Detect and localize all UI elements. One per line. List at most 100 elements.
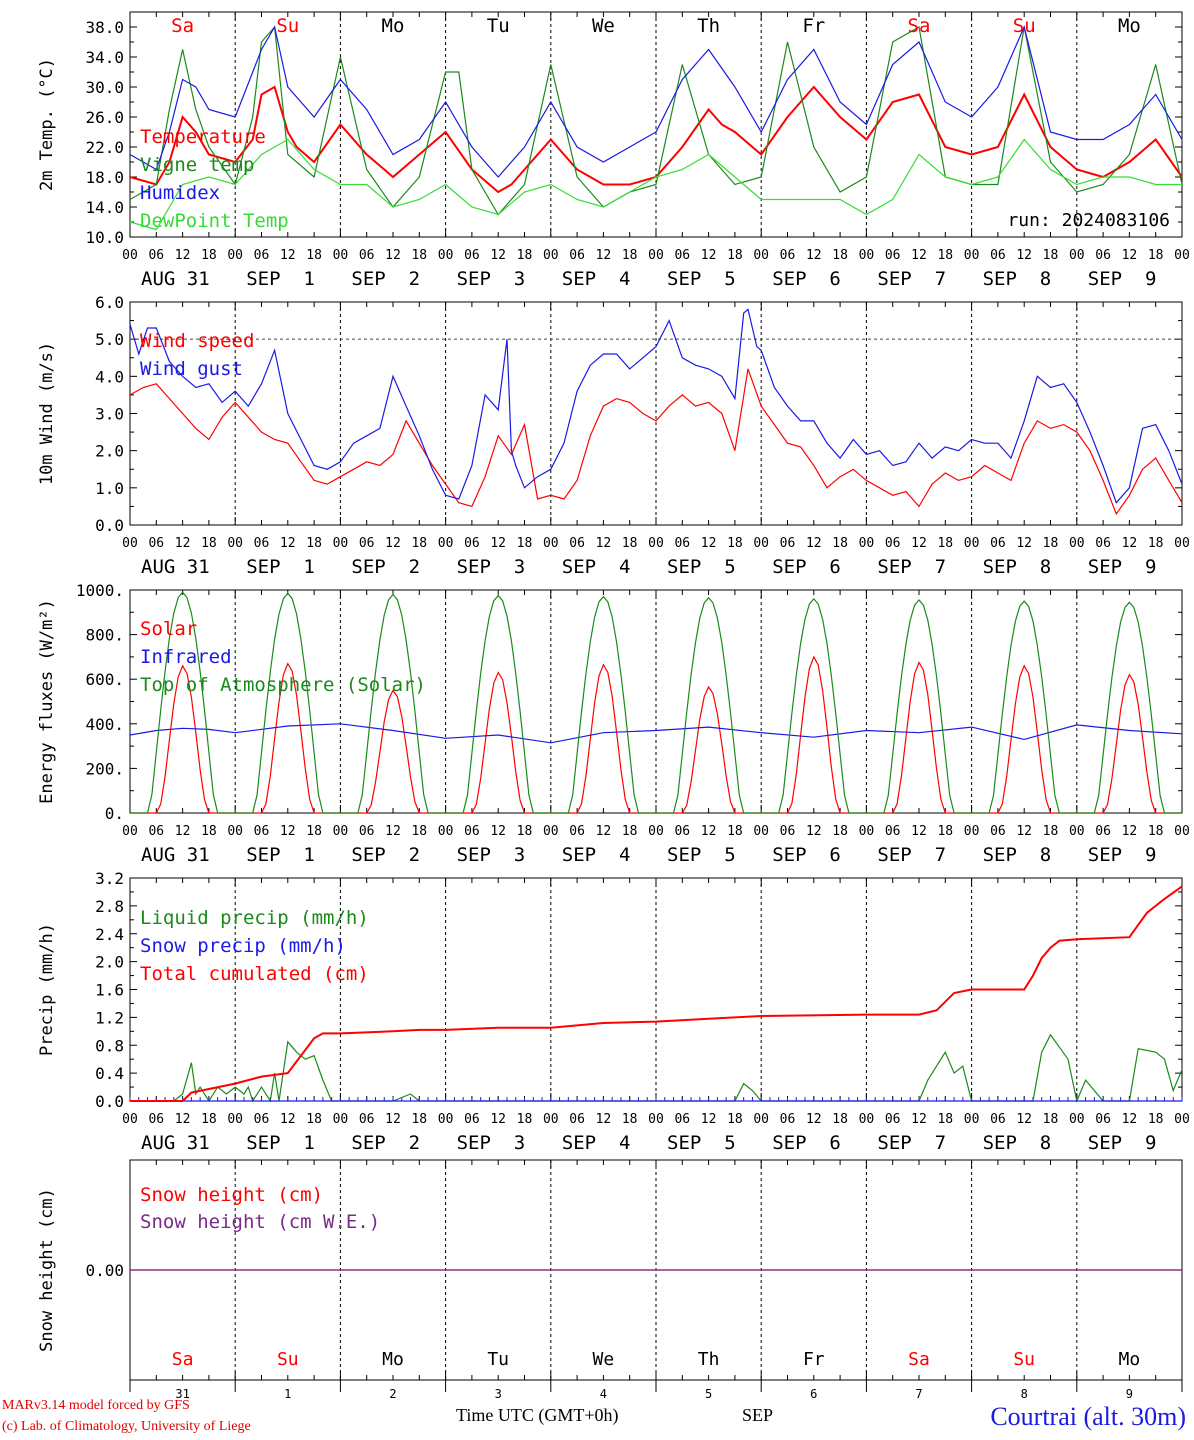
date-label: SEP 9 <box>1088 844 1157 866</box>
hour-tick-label: 12 <box>596 1112 612 1127</box>
series-line-total-cumulated-cm <box>130 885 1183 1102</box>
weekday-label-bottom: We <box>593 1349 615 1370</box>
hour-tick-label: 12 <box>490 824 506 839</box>
hour-tick-label: 18 <box>517 536 533 551</box>
day-number-label: 3 <box>495 1387 502 1401</box>
hour-tick-label: 18 <box>201 1112 217 1127</box>
series-line-top-of-atmosphere-solar <box>130 591 1182 814</box>
y-tick-label: 0.0 <box>95 1092 124 1111</box>
date-label: SEP 4 <box>562 844 631 866</box>
y-tick-label: 26.0 <box>85 108 124 127</box>
hour-tick-label: 06 <box>885 824 901 839</box>
hour-tick-label: 12 <box>596 248 612 263</box>
hour-tick-label: 12 <box>1122 1112 1138 1127</box>
hour-tick-label: 12 <box>490 1112 506 1127</box>
hour-tick-label: 00 <box>648 536 664 551</box>
date-label: SEP 1 <box>246 556 315 578</box>
hour-tick-label: 18 <box>517 1112 533 1127</box>
y-tick-label: 1.2 <box>95 1008 124 1027</box>
hour-tick-label: 12 <box>701 824 717 839</box>
weekday-label-bottom: Th <box>698 1349 720 1370</box>
hour-tick-label: 12 <box>385 536 401 551</box>
day-number-label: 9 <box>1126 1387 1133 1401</box>
station-label: Courtrai (alt. 30m) <box>990 1402 1186 1431</box>
panel-frame <box>129 11 1183 238</box>
weekday-label: Sa <box>908 15 931 37</box>
y-tick-label: 0.00 <box>85 1261 124 1280</box>
hour-tick-label: 18 <box>411 248 427 263</box>
date-label: SEP 1 <box>246 1132 315 1154</box>
hour-tick-label: 18 <box>832 824 848 839</box>
y-tick-label: 14.0 <box>85 198 124 217</box>
date-label: SEP 1 <box>246 268 315 290</box>
y-tick-label: 2.8 <box>95 897 124 916</box>
hour-tick-label: 00 <box>753 824 769 839</box>
day-number-label: 1 <box>284 1387 291 1401</box>
y-tick-label: 38.0 <box>85 18 124 37</box>
hour-tick-label: 12 <box>806 536 822 551</box>
series-line-humidex <box>129 25 1183 178</box>
hour-tick-label: 12 <box>1016 1112 1032 1127</box>
date-label: SEP 7 <box>877 1132 946 1154</box>
legend-entry: DewPoint Temp <box>140 210 289 232</box>
hour-tick-label: 18 <box>937 248 953 263</box>
hour-tick-label: 00 <box>438 1112 454 1127</box>
y-tick-label: 0. <box>105 804 124 823</box>
hour-tick-label: 06 <box>674 248 690 263</box>
hour-tick-label: 00 <box>859 248 875 263</box>
hour-tick-label: 06 <box>254 824 270 839</box>
hour-tick-label: 12 <box>490 248 506 263</box>
hour-tick-label: 18 <box>1043 248 1059 263</box>
hour-tick-label: 06 <box>569 1112 585 1127</box>
hour-tick-label: 06 <box>148 536 164 551</box>
series-line-liquid-precip-mm-h <box>130 1033 1183 1104</box>
hour-tick-label: 12 <box>280 248 296 263</box>
legend-entry: Total cumulated (cm) <box>140 963 369 985</box>
hour-tick-label: 06 <box>359 536 375 551</box>
date-label: SEP 4 <box>562 1132 631 1154</box>
hour-tick-label: 06 <box>359 1112 375 1127</box>
hour-tick-label: 06 <box>464 248 480 263</box>
hour-tick-label: 18 <box>832 248 848 263</box>
y-tick-label: 0.4 <box>95 1064 124 1083</box>
hour-tick-label: 06 <box>674 1112 690 1127</box>
date-label: SEP 5 <box>667 844 736 866</box>
hour-tick-label: 18 <box>1148 1112 1164 1127</box>
hour-tick-label: 00 <box>1069 248 1085 263</box>
y-tick-label: 18.0 <box>85 168 124 187</box>
series-line-wind-gust <box>129 308 1183 504</box>
hour-tick-label: 12 <box>1016 536 1032 551</box>
legend-entry: Snow height (cm W.E.) <box>140 1211 380 1233</box>
hour-tick-label: 06 <box>990 824 1006 839</box>
hour-tick-label: 12 <box>280 824 296 839</box>
hour-tick-label: 06 <box>674 536 690 551</box>
hour-tick-label: 00 <box>543 248 559 263</box>
hour-tick-label: 18 <box>727 824 743 839</box>
hour-tick-label: 18 <box>201 248 217 263</box>
hour-tick-label: 06 <box>254 248 270 263</box>
legend-entry: Wind gust <box>140 358 243 380</box>
hour-tick-label: 18 <box>622 536 638 551</box>
hour-tick-label: 12 <box>1122 824 1138 839</box>
date-label: SEP 9 <box>1088 1132 1157 1154</box>
date-label: SEP 7 <box>877 556 946 578</box>
hour-tick-label: 12 <box>806 248 822 263</box>
panel-3: 0. 200. 400. 600. 800. 1000. Energy fluxes (W/… <box>37 581 1190 866</box>
legend-entry: Humidex <box>140 182 220 204</box>
model-credit: MARv3.14 model forced by GFS <box>2 1398 190 1413</box>
hour-tick-label: 00 <box>122 824 138 839</box>
hour-tick-label: 18 <box>306 824 322 839</box>
hour-tick-label: 06 <box>569 824 585 839</box>
day-number-label: 5 <box>705 1387 712 1401</box>
legend-entry: Solar <box>140 618 197 640</box>
series-line-wind-speed <box>129 368 1183 516</box>
hour-tick-label: 12 <box>280 1112 296 1127</box>
hour-tick-label: 00 <box>122 248 138 263</box>
hour-tick-label: 00 <box>964 824 980 839</box>
hour-tick-label: 18 <box>937 1112 953 1127</box>
date-label: SEP 6 <box>772 844 841 866</box>
y-axis-label: Energy fluxes (W/m²) <box>37 599 57 804</box>
y-tick-label: 30.0 <box>85 78 124 97</box>
weekday-label-bottom: Sa <box>172 1349 194 1370</box>
